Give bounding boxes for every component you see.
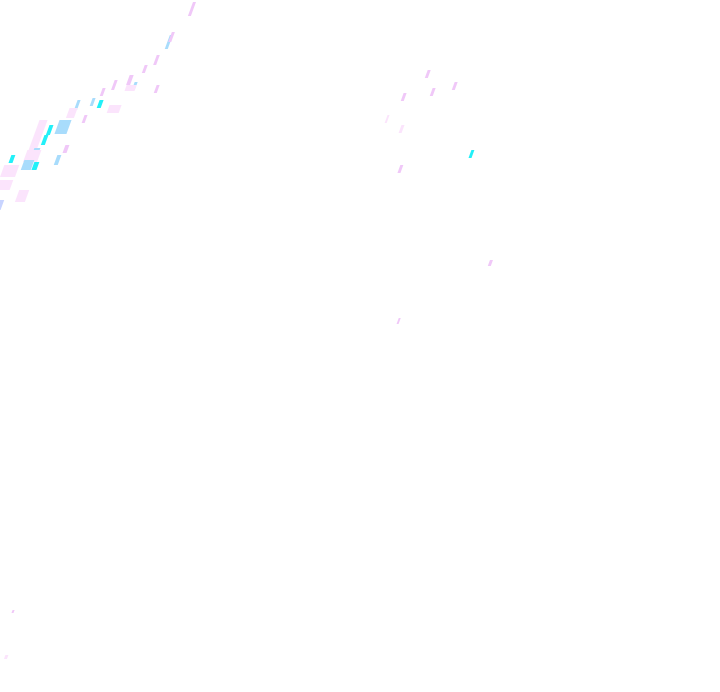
precipitation-echo	[0, 200, 5, 210]
precipitation-echo	[400, 93, 407, 101]
precipitation-echo	[187, 2, 196, 16]
precipitation-echo	[96, 100, 104, 108]
precipitation-echo	[124, 85, 137, 91]
precipitation-echo	[23, 150, 42, 162]
precipitation-echo	[54, 120, 72, 134]
precipitation-echo	[0, 180, 14, 190]
precipitation-echo	[20, 160, 35, 170]
precipitation-echo	[429, 88, 436, 96]
precipitation-echo	[65, 108, 78, 118]
precipitation-echo	[62, 145, 70, 153]
precipitation-echo	[451, 82, 458, 90]
precipitation-echo	[3, 655, 9, 659]
precipitation-echo	[0, 165, 20, 177]
precipitation-echo	[14, 190, 30, 202]
precipitation-echo	[168, 32, 175, 42]
precipitation-echo	[424, 70, 431, 78]
precipitation-echo	[106, 105, 122, 113]
precipitation-echo	[45, 125, 54, 135]
precipitation-echo	[468, 150, 475, 158]
precipitation-echo	[141, 65, 148, 73]
precipitation-echo	[81, 115, 88, 123]
precipitation-echo	[89, 98, 96, 106]
precipitation-echo	[11, 610, 15, 613]
precipitation-echo	[397, 165, 404, 173]
precipitation-echo	[99, 88, 106, 96]
precipitation-echo	[31, 162, 40, 170]
precipitation-echo	[153, 55, 160, 65]
precipitation-echo	[8, 155, 16, 163]
precipitation-echo	[398, 125, 405, 133]
precipitation-echo	[28, 120, 48, 150]
precipitation-echo	[53, 155, 62, 165]
precipitation-echo	[396, 318, 401, 324]
precipitation-echo	[111, 80, 118, 90]
precipitation-echo	[153, 85, 160, 93]
precipitation-echo	[487, 260, 493, 266]
precipitation-echo	[384, 115, 390, 123]
precipitation-echo	[40, 135, 49, 145]
precipitation-echo	[126, 75, 134, 85]
precipitation-echo	[73, 100, 81, 110]
